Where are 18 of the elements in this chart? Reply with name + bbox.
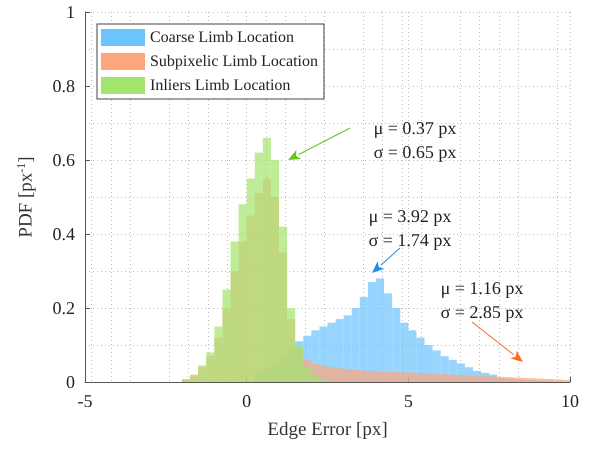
legend-label: Inliers Limb Location — [150, 77, 290, 94]
y-tick-label: 0.4 — [52, 224, 75, 244]
x-tick-label: -5 — [78, 391, 92, 411]
y-tick-label: 0 — [66, 372, 75, 392]
y-tick-label: 1 — [66, 2, 75, 22]
x-tick-label: 5 — [404, 391, 413, 411]
y-tick-label: 0.8 — [52, 76, 75, 96]
annotation: μ = 0.37 px σ = 0.65 px — [374, 118, 456, 162]
x-tick-label: 0 — [242, 391, 252, 411]
y-tick-label: 0.2 — [52, 298, 75, 318]
y-axis-title: PDF [px-1] — [14, 156, 36, 238]
annotation: μ = 3.92 px σ = 1.74 px — [368, 206, 452, 250]
legend-label: Subpixelic Limb Location — [150, 53, 318, 70]
y-tick-label: 0.6 — [52, 150, 75, 170]
annotation: μ = 1.16 px σ = 2.85 px — [440, 278, 524, 322]
legend-label: Coarse Limb Location — [150, 29, 294, 46]
x-axis-title: Edge Error [px] — [267, 419, 388, 440]
x-tick-label: 10 — [561, 391, 579, 411]
